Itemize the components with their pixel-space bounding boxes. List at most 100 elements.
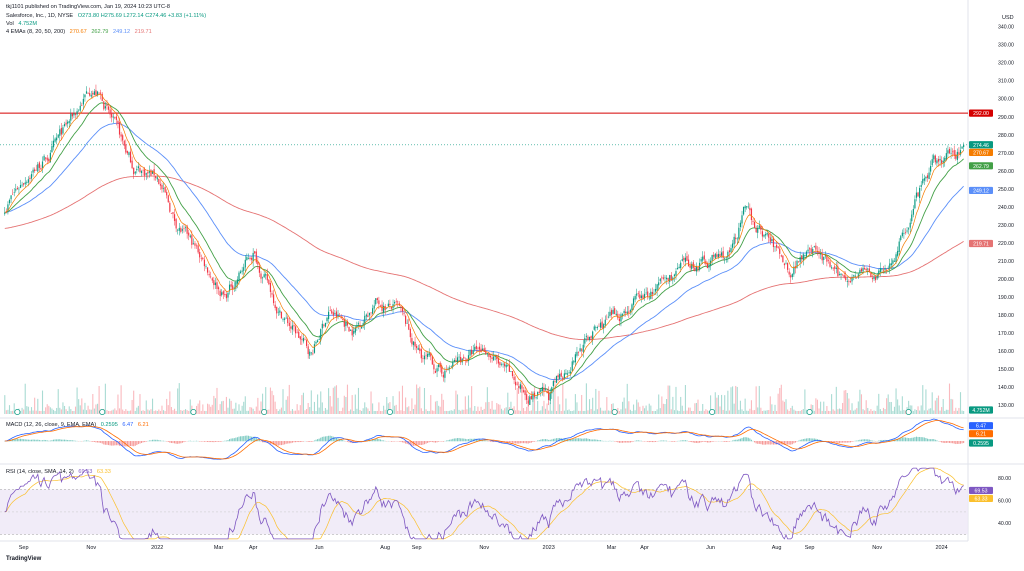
candle-body: [880, 268, 881, 272]
volume-bar: [661, 396, 662, 414]
price-tag: 274.46: [973, 143, 989, 149]
macd-histogram-bar: [466, 439, 467, 441]
volume-bar: [951, 399, 952, 414]
volume-bar: [691, 411, 692, 414]
volume-bar: [862, 409, 863, 414]
volume-bar: [402, 386, 403, 414]
volume-bar: [872, 411, 873, 414]
candle-body: [529, 396, 530, 404]
macd-histogram-bar: [919, 437, 920, 441]
macd-histogram-bar: [913, 438, 914, 442]
macd-histogram-bar: [249, 436, 250, 441]
x-tick-label: Mar: [214, 545, 224, 551]
candle-body: [836, 268, 837, 269]
macd-histogram-bar: [754, 441, 755, 442]
candle-body: [686, 256, 687, 261]
volume-bar: [28, 407, 29, 414]
volume-bar: [581, 395, 582, 414]
volume-bar: [397, 411, 398, 414]
published-line: tkj1101 published on TradingView.com, Ja…: [6, 4, 170, 10]
candle-body: [108, 106, 109, 109]
candle-body: [485, 351, 486, 354]
candle-body: [734, 237, 735, 244]
y-tick-label: 230.00: [998, 223, 1014, 229]
candle-body: [628, 312, 629, 313]
volume-bar: [785, 399, 786, 414]
macd-histogram-bar: [949, 441, 950, 443]
macd-histogram-bar: [276, 441, 277, 446]
macd-histogram-bar: [113, 441, 114, 446]
macd-histogram-bar: [441, 441, 442, 442]
volume-bar: [350, 410, 351, 414]
volume-bar: [889, 402, 890, 414]
volume-bar: [567, 410, 568, 414]
volume-bar: [476, 411, 477, 414]
volume-bar: [721, 395, 722, 414]
macd-histogram-bar: [575, 438, 576, 441]
volume-bar: [677, 410, 678, 414]
volume-bar: [730, 387, 731, 414]
macd-histogram-bar: [957, 441, 958, 444]
candle-body: [276, 307, 277, 314]
candle-body: [900, 236, 901, 240]
candle-body: [10, 195, 11, 199]
candle-body: [652, 292, 653, 295]
candle-body: [370, 312, 371, 313]
tradingview-logo[interactable]: TradingView: [6, 556, 41, 562]
macd-histogram-bar: [28, 440, 29, 442]
volume-bar: [589, 399, 590, 414]
macd-histogram-bar: [765, 441, 766, 445]
volume-bar: [488, 402, 489, 414]
volume-bar: [268, 410, 269, 414]
candle-body: [425, 355, 426, 356]
volume-bar: [586, 383, 587, 414]
volume-bar: [526, 407, 527, 414]
macd-histogram-bar: [935, 440, 936, 442]
macd-histogram-bar: [455, 438, 456, 441]
candle-body: [202, 258, 203, 259]
volume-bar: [139, 394, 140, 414]
macd-histogram-bar: [199, 441, 200, 442]
macd-histogram-bar: [932, 439, 933, 441]
volume-bar: [312, 411, 313, 414]
macd-histogram-bar: [543, 439, 544, 441]
candle-body: [685, 258, 686, 262]
candle-body: [545, 389, 546, 390]
volume-bar: [938, 396, 939, 414]
volume-bar: [177, 388, 178, 414]
volume-bar: [826, 406, 827, 414]
macd-histogram-bar: [161, 441, 162, 442]
volume-bar: [372, 403, 373, 414]
macd-histogram-bar: [680, 441, 681, 442]
candle-body: [473, 351, 474, 355]
macd-histogram-bar: [628, 441, 629, 443]
macd-histogram-bar: [419, 441, 420, 445]
volume-bar: [944, 411, 945, 414]
candle-body: [42, 162, 43, 168]
macd-histogram-bar: [487, 441, 488, 442]
volume-bar: [11, 411, 12, 414]
macd-histogram-bar: [697, 441, 698, 443]
macd-histogram-bar: [48, 441, 49, 442]
volume-bar: [128, 411, 129, 414]
volume-bar: [163, 410, 164, 414]
candle-body: [792, 274, 793, 277]
candle-body: [853, 276, 854, 277]
x-tick-label: Aug: [772, 545, 782, 551]
macd-histogram-bar: [325, 436, 326, 441]
earnings-marker: [191, 409, 196, 414]
macd-histogram-bar: [925, 438, 926, 441]
candle-body: [89, 93, 90, 95]
earnings-marker: [262, 409, 267, 414]
candle-body: [191, 235, 192, 245]
macd-histogram-bar: [105, 441, 106, 445]
volume-bar: [591, 409, 592, 414]
macd-histogram-bar: [548, 440, 549, 441]
candle-body: [224, 294, 225, 295]
volume-bar: [370, 391, 371, 414]
candle-body: [403, 313, 404, 314]
candle-body: [864, 268, 865, 269]
volume-bar: [831, 394, 832, 414]
macd-histogram-bar: [150, 440, 151, 441]
